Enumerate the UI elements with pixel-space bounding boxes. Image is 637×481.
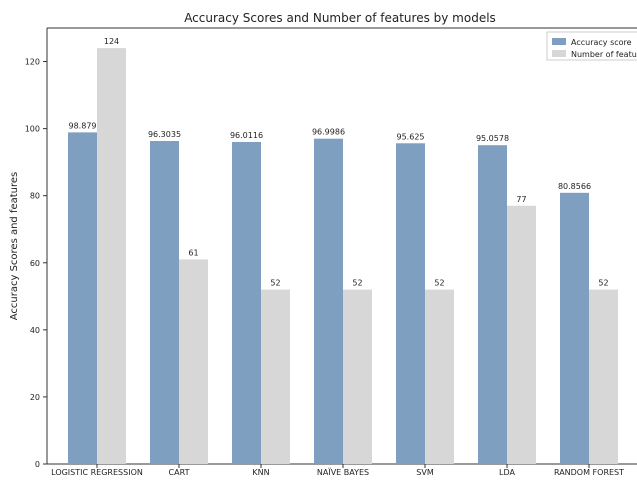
y-tick-label: 80: [30, 192, 40, 201]
bar-accuracy: [232, 141, 261, 464]
data-label: 96.3035: [148, 130, 181, 139]
bar-accuracy: [478, 145, 507, 464]
data-label: 124: [104, 37, 119, 46]
bar-features: [97, 48, 126, 464]
data-label: 52: [352, 279, 362, 288]
legend-label: Accuracy score: [571, 38, 632, 47]
data-label: 80.8566: [558, 182, 591, 191]
data-label: 95.625: [397, 132, 425, 141]
x-tick-label: LDA: [499, 468, 515, 476]
bar-features: [589, 289, 618, 464]
legend: Accuracy score Number of feature: [546, 31, 637, 61]
data-label: 52: [270, 279, 280, 288]
bar-accuracy: [560, 192, 589, 464]
y-tick-label: 40: [30, 326, 40, 335]
x-tick-label: KNN: [252, 468, 269, 476]
data-label: 52: [598, 279, 608, 288]
data-label: 52: [434, 279, 444, 288]
y-tick-label: 100: [25, 125, 40, 134]
y-axis-label: Accuracy Scores and features: [9, 172, 20, 321]
bar-accuracy: [396, 143, 425, 465]
y-tick-label: 60: [30, 259, 40, 268]
bar-accuracy: [68, 132, 97, 464]
bar-features: [261, 289, 290, 464]
bar-accuracy: [150, 141, 179, 464]
data-label: 96.9986: [312, 128, 345, 137]
bar-features: [507, 205, 536, 464]
chart-title: Accuracy Scores and Number of features b…: [184, 11, 496, 25]
bar-features: [425, 289, 454, 464]
data-label: 61: [188, 248, 198, 257]
x-tick-label: LOGISTIC REGRESSION: [51, 468, 143, 476]
x-tick-label: CART: [169, 468, 190, 476]
bar-features: [179, 259, 208, 464]
bar-accuracy: [314, 138, 343, 464]
x-tick-label: NAÏVE BAYES: [317, 467, 369, 476]
legend-swatch: [552, 50, 566, 57]
x-tick-label: SVM: [416, 468, 434, 476]
y-tick-label: 20: [30, 393, 40, 402]
bar-features: [343, 289, 372, 464]
y-tick-label: 0: [35, 460, 40, 469]
plot-area: 0 20 40 60 80 100 120 98.879 124 LOGISTIC REGRESS…: [25, 27, 637, 477]
data-label: 96.0116: [230, 131, 263, 140]
data-label: 77: [516, 195, 526, 204]
data-label: 95.0578: [476, 134, 509, 143]
legend-label: Number of feature: [571, 50, 637, 59]
y-tick-label: 120: [25, 58, 40, 67]
x-tick-label: RANDOM FOREST: [554, 468, 624, 476]
legend-swatch: [552, 38, 566, 45]
data-label: 98.879: [69, 121, 97, 130]
